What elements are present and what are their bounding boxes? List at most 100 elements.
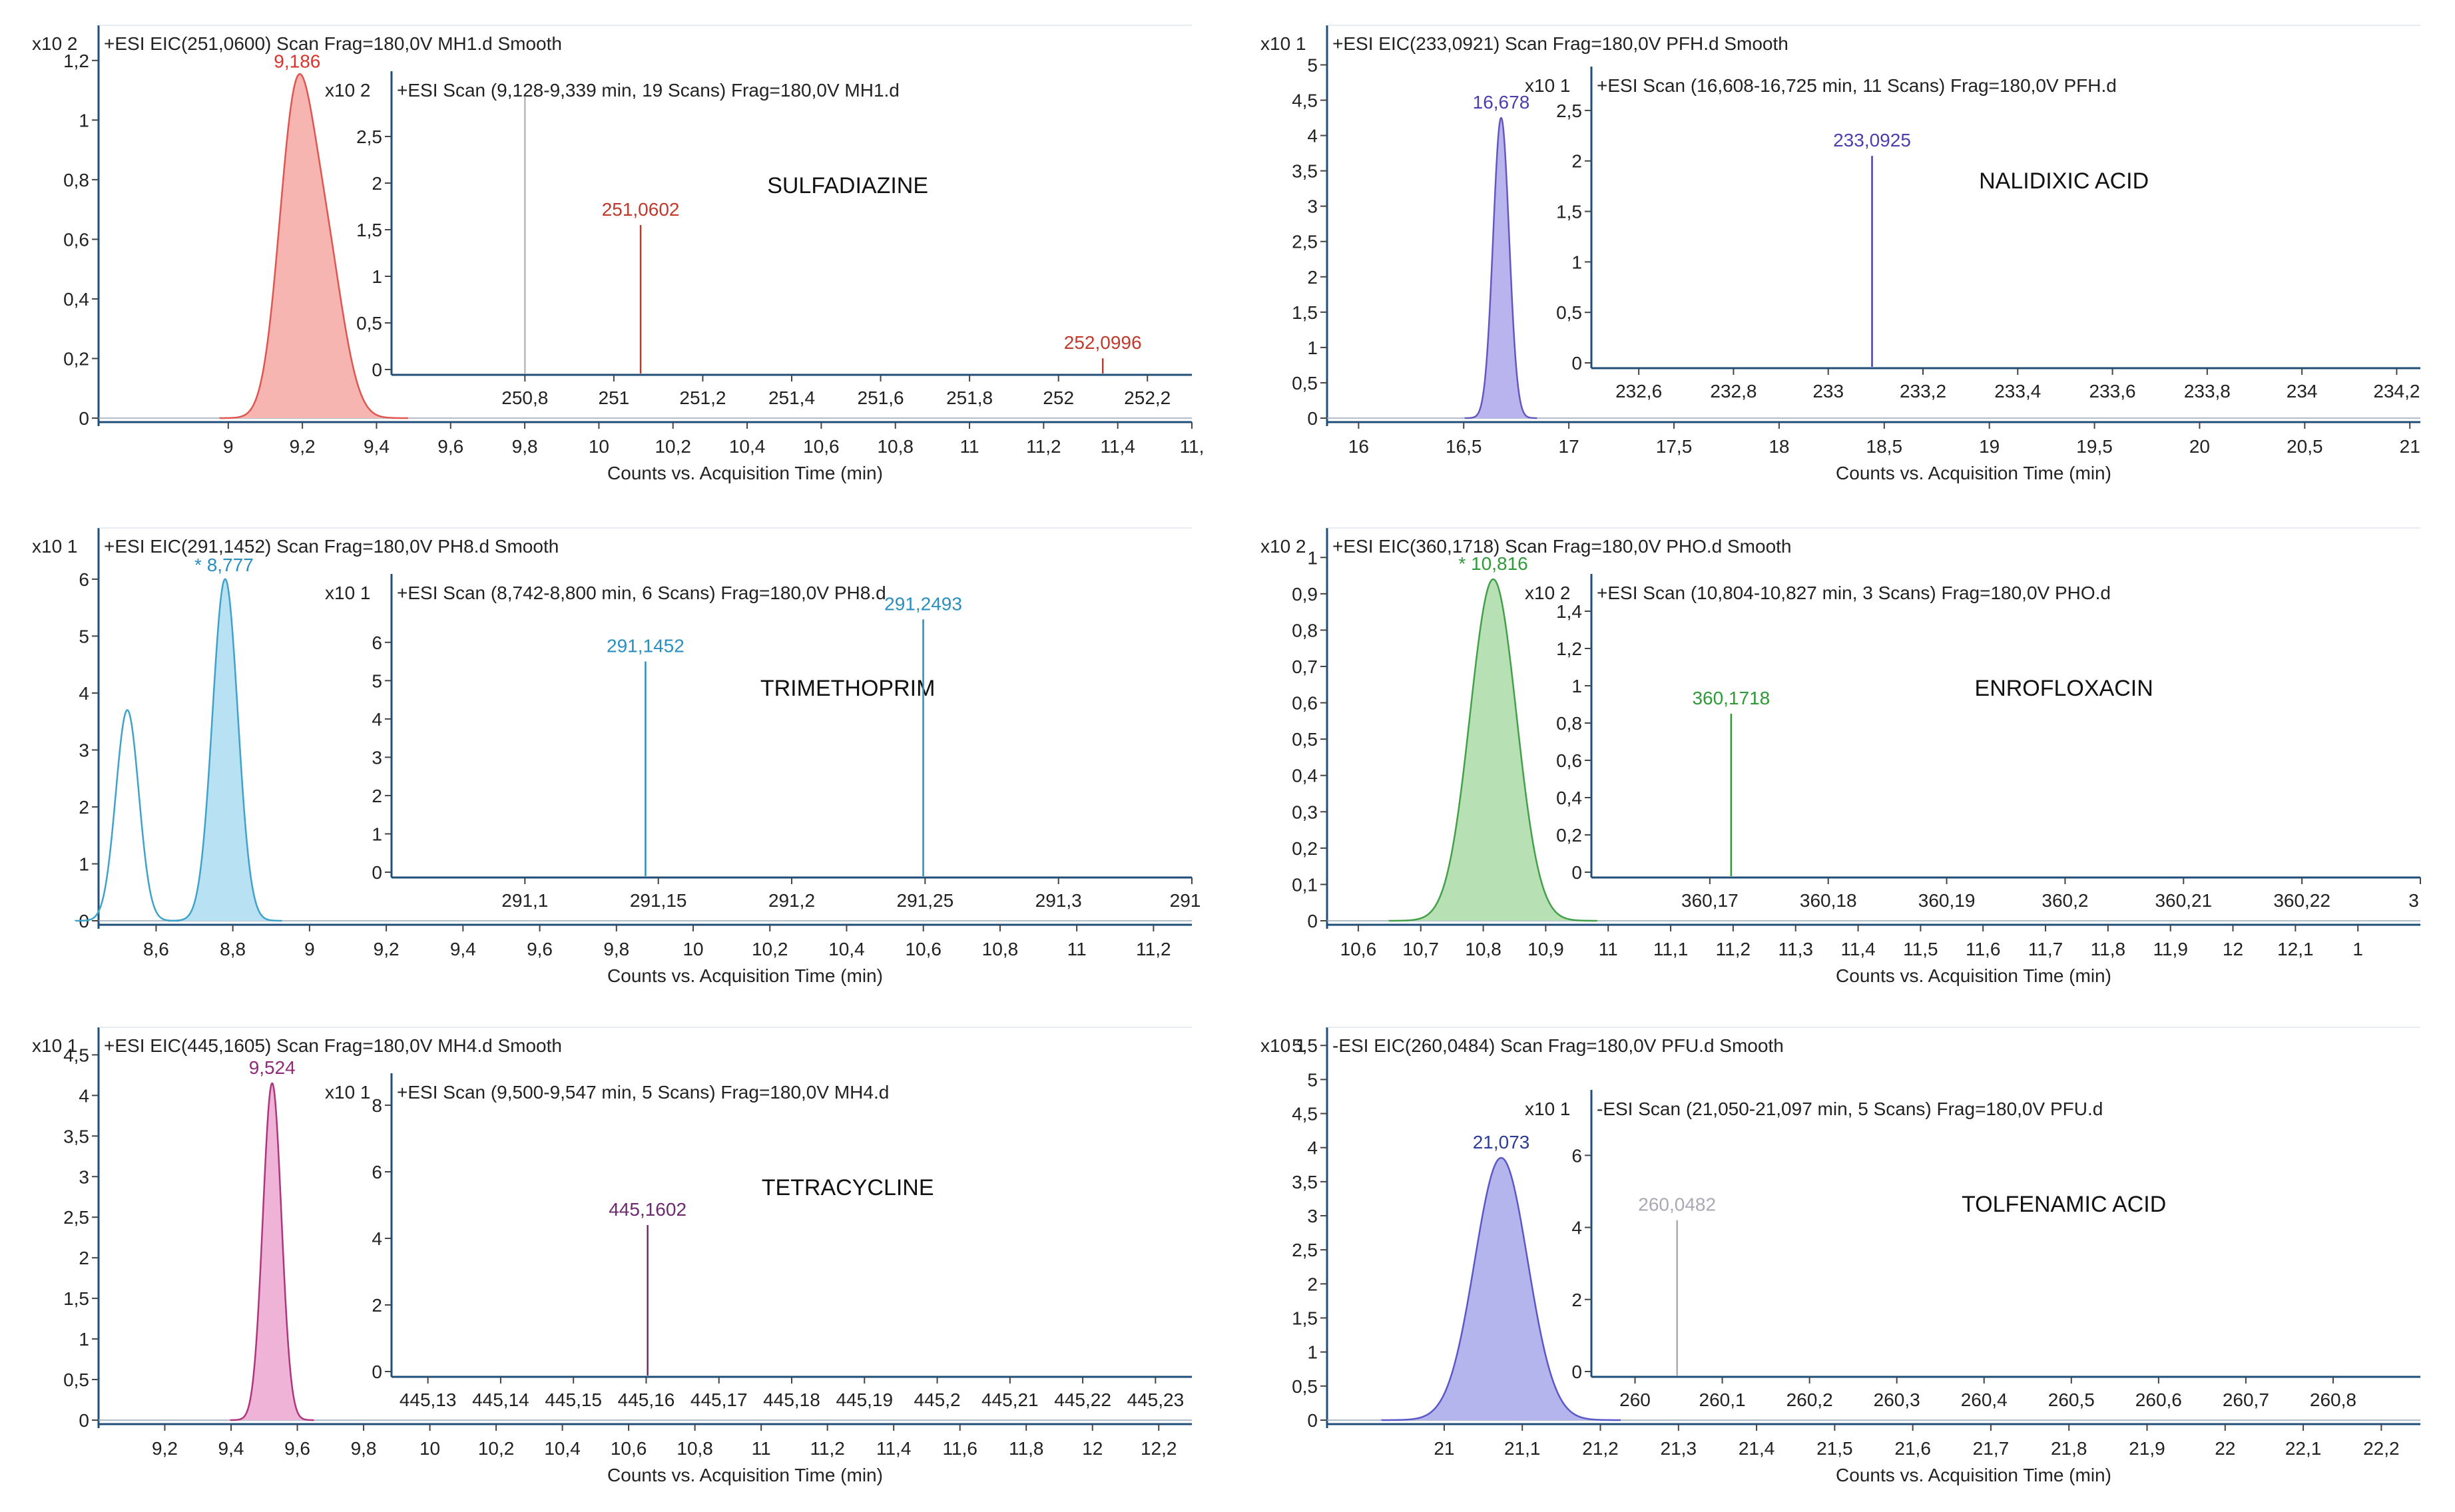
x-tick-label: 10,9: [1527, 939, 1564, 959]
peak-label: 9,186: [274, 51, 320, 71]
y-tick-label: 4,5: [1292, 91, 1318, 111]
inset-y-tick-label: 0,4: [1556, 788, 1582, 808]
y-multiplier: x10 2: [32, 33, 78, 54]
inset-x-tick-label: 291,25: [897, 890, 954, 911]
x-axis-label: Counts vs. Acquisition Time (min): [1836, 1465, 2111, 1485]
inset-x-tick-label: 260,2: [1786, 1389, 1833, 1410]
inset-x-tick-label: 445,19: [836, 1389, 893, 1410]
inset-y-tick-label: 1: [372, 824, 382, 844]
inset-x-tick-label: 233,2: [1900, 381, 1946, 401]
inset-spectrum: x10 1 -ESI Scan (21,050-21,097 min, 5 Sca…: [1525, 1089, 2420, 1410]
y-tick-label: 0,8: [63, 170, 89, 190]
x-tick-label: 11,3: [1778, 939, 1813, 959]
inset-spectrum: x10 2 +ESI Scan (9,128-9,339 min, 19 Scan…: [325, 70, 1192, 408]
inset-x-tick-label: 232,8: [1710, 381, 1757, 401]
inset-multiplier: x10 1: [1525, 75, 1571, 96]
inset-y-tick-label: 1,5: [1556, 202, 1582, 222]
peak-line-main: [167, 578, 282, 922]
x-tick-label: 11,2: [1026, 436, 1061, 457]
x-tick-label: 9: [304, 939, 315, 959]
x-tick-label: 22: [2215, 1438, 2235, 1459]
x-tick-label: 11: [1067, 939, 1087, 959]
inset-y-tick-label: 3: [372, 747, 382, 768]
y-multiplier: x10 1: [1260, 33, 1306, 54]
inset-x-tick-label: 252,2: [1124, 387, 1171, 408]
panel-enrofloxacin-eic: x10 2 +ESI EIC(360,1718) Scan Frag=180,0V…: [1260, 527, 2421, 986]
peak-line-main: [229, 1082, 314, 1421]
x-tick-label: 10: [419, 1438, 440, 1459]
inset-y-tick-label: 2,5: [356, 126, 382, 147]
mass-stick-label: 233,0925: [1833, 130, 1911, 150]
inset-title: +ESI Scan (8,742-8,800 min, 6 Scans) Fra…: [397, 583, 886, 603]
y-tick-label: 4,5: [63, 1045, 89, 1065]
y-tick-label: 0,5: [63, 1370, 89, 1390]
panel-nalidixic-eic: x10 1 +ESI EIC(233,0921) Scan Frag=180,0V…: [1260, 25, 2420, 483]
x-tick-label: 11: [1599, 939, 1618, 959]
x-tick-label: 11,2: [1136, 939, 1171, 959]
x-tick-label: 11,5: [1903, 939, 1938, 959]
inset-x-tick-label: 360,18: [1800, 890, 1857, 911]
inset-y-tick-label: 0: [1571, 353, 1582, 374]
x-tick-label: 11,6: [1966, 939, 2000, 959]
y-tick-label: 2,5: [1292, 1240, 1318, 1260]
inset-x-tick-label: 260,8: [2310, 1389, 2356, 1410]
inset-x-tick-label: 445,14: [472, 1389, 529, 1410]
inset-y-tick-label: 2: [372, 1295, 382, 1316]
peak-label: 16,678: [1473, 92, 1530, 113]
inset-x-tick-label: 251: [599, 387, 630, 408]
x-tick-label: 10: [589, 436, 609, 457]
peak-line-main: [1388, 578, 1597, 922]
inset-y-tick-label: 4: [372, 1228, 382, 1249]
mass-stick-label: 445,1602: [609, 1199, 686, 1220]
chart-title: +ESI EIC(445,1605) Scan Frag=180,0V MH4.…: [104, 1035, 562, 1056]
peak-label: * 8,777: [194, 555, 254, 575]
x-tick-label: 11,8: [1009, 1438, 1043, 1459]
inset-x-tick-label: 360,17: [1681, 890, 1739, 911]
mass-stick-label: 291,1452: [607, 636, 684, 656]
y-multiplier: x10 1: [1260, 1035, 1306, 1056]
y-tick-label: 0,9: [1292, 584, 1318, 605]
inset-x-tick-label: 260: [1619, 1389, 1651, 1410]
panel-tolfenamic-eic: x10 1 -ESI EIC(260,0484) Scan Frag=180,0V…: [1260, 1027, 2420, 1485]
y-tick-label: 3,5: [1292, 161, 1318, 182]
inset-x-tick-label: 251,4: [768, 387, 815, 408]
x-tick-label: 10,8: [982, 939, 1019, 959]
mass-stick-label: 291,2493: [884, 593, 962, 614]
panel-trimethoprim-eic: x10 1 +ESI EIC(291,1452) Scan Frag=180,0V…: [32, 527, 1201, 986]
x-tick-label: 11,2: [1716, 939, 1751, 959]
inset-x-tick-label: 232,6: [1615, 381, 1662, 401]
y-tick-label: 2,5: [63, 1207, 89, 1228]
panel-tetracycline-eic: x10 1 +ESI EIC(445,1605) Scan Frag=180,0V…: [32, 1027, 1192, 1485]
y-tick-label: 2: [79, 797, 89, 818]
x-tick-label: 10,2: [478, 1438, 515, 1459]
inset-background: [1591, 1089, 2420, 1410]
inset-y-tick-label: 6: [372, 1162, 382, 1182]
x-tick-label: 21,1: [1504, 1438, 1541, 1459]
peak-label: 21,073: [1473, 1132, 1530, 1152]
y-tick-label: 0,2: [1292, 838, 1318, 859]
peak-line-main: [1464, 117, 1537, 419]
inset-x-tick-label: 251,6: [858, 387, 904, 408]
inset-x-tick-label: 260,3: [1874, 1389, 1920, 1410]
x-tick-label: 8,6: [143, 939, 169, 959]
x-tick-label: 20,5: [2287, 436, 2323, 457]
x-tick-label: 10: [682, 939, 703, 959]
inset-x-tick-label: 3: [2408, 890, 2419, 911]
y-tick-label: 0,5: [1292, 373, 1318, 393]
y-tick-label: 3,5: [1292, 1172, 1318, 1192]
x-tick-label: 9,4: [364, 436, 390, 457]
y-tick-label: 0: [1307, 408, 1318, 429]
x-tick-label: 16,5: [1446, 436, 1482, 457]
inset-title: +ESI Scan (16,608-16,725 min, 11 Scans) …: [1597, 75, 2117, 96]
x-tick-label: 21,5: [1816, 1438, 1853, 1459]
chart-title: -ESI EIC(260,0484) Scan Frag=180,0V PFU.…: [1332, 1035, 1784, 1056]
x-tick-label: 9,4: [450, 939, 476, 959]
peak-line-secondary: [74, 709, 179, 922]
inset-multiplier: x10 2: [325, 80, 371, 101]
x-tick-label: 9,4: [218, 1438, 244, 1459]
inset-x-tick-label: 445,22: [1054, 1389, 1111, 1410]
inset-x-tick-label: 291,2: [768, 890, 815, 911]
inset-y-tick-label: 0,5: [356, 313, 382, 334]
x-axis-label: Counts vs. Acquisition Time (min): [1836, 965, 2111, 986]
y-tick-label: 1: [1307, 547, 1318, 568]
